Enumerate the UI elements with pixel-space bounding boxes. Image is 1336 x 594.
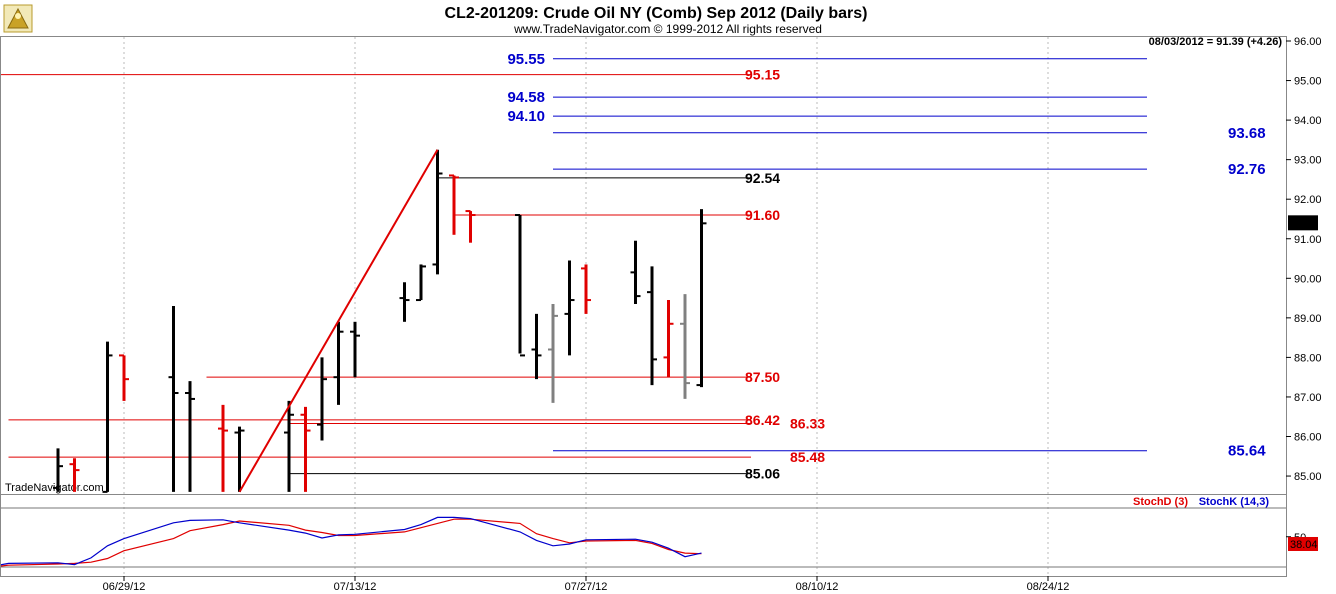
y-tick-label: 86.00 [1294,432,1322,444]
trendline-segment [238,149,439,493]
y-tick-label: 89.00 [1294,313,1322,325]
stoch-value-tag-box [1288,536,1318,551]
level-label: 92.54 [745,170,780,186]
level-label: 91.60 [745,207,780,223]
y-tick-label: 91.00 [1294,234,1322,246]
level-label: 85.64 [1228,443,1266,460]
level-label: 86.33 [790,415,825,431]
x-tick-label: 08/24/12 [1027,581,1070,593]
stochd-line [1,518,702,567]
level-label: 85.48 [790,449,825,465]
stochastic-panel: 5038.04 [1,507,1318,568]
y-tick-label: 85.00 [1294,471,1322,483]
y-tick-label: 87.00 [1294,392,1322,404]
tradenavigator-logo-icon [3,4,33,33]
stochk-line [1,516,702,566]
y-tick-label: 92.00 [1294,194,1322,206]
y-tick-label: 90.00 [1294,273,1322,285]
copyright-text: www.TradeNavigator.com © 1999-2012 All r… [513,22,822,36]
level-label: 87.50 [745,369,780,385]
x-tick-label: 08/10/12 [796,581,839,593]
level-label: 93.68 [1228,125,1266,142]
level-label: 85.06 [745,466,780,482]
legend-stochd: StochD (3) [1133,496,1188,508]
y-tick-label: 88.00 [1294,352,1322,364]
level-label: 94.58 [507,89,545,106]
y-tick-label: 94.00 [1294,115,1322,127]
stoch-panel-frame [0,494,1287,577]
last-price-note: 08/03/2012 = 91.39 (+4.26) [1149,36,1283,48]
y-tick-label: 95.00 [1294,76,1322,88]
legend-stochk: StochK (14,3) [1199,496,1270,508]
x-tick-label: 07/13/12 [334,581,377,593]
y-tick-label: 96.00 [1294,36,1322,48]
level-label: 95.15 [745,67,780,83]
price-levels: 95.55 95.15 94.58 94.10 93.68 92.76 92.54 91.60… [1,51,1266,482]
level-label: 92.76 [1228,161,1266,178]
x-tick-label: 06/29/12 [103,581,146,593]
y-tick-label: 93.00 [1294,155,1322,167]
last-price-tag: 91.39 [1290,218,1318,230]
price-axis[interactable]: 96.00 95.00 94.00 93.00 92.00 91.00 90.00 89.00… [1286,36,1322,483]
ohlc-bars [53,149,707,493]
price-panel-frame [0,36,1287,495]
trendline [238,149,439,493]
chart-title: CL2-201209: Crude Oil NY (Comb) Sep 2012… [445,5,868,22]
stoch-value-tag: 38.04 [1290,539,1318,551]
x-tick-label: 07/27/12 [565,581,608,593]
date-axis[interactable]: 06/29/12 07/13/12 07/27/12 08/10/12 08/24/12 [103,576,1070,593]
level-label: 86.42 [745,412,780,428]
last-price-tag-box [1288,215,1318,231]
level-label: 94.10 [507,108,545,125]
level-label: 95.55 [507,51,545,68]
